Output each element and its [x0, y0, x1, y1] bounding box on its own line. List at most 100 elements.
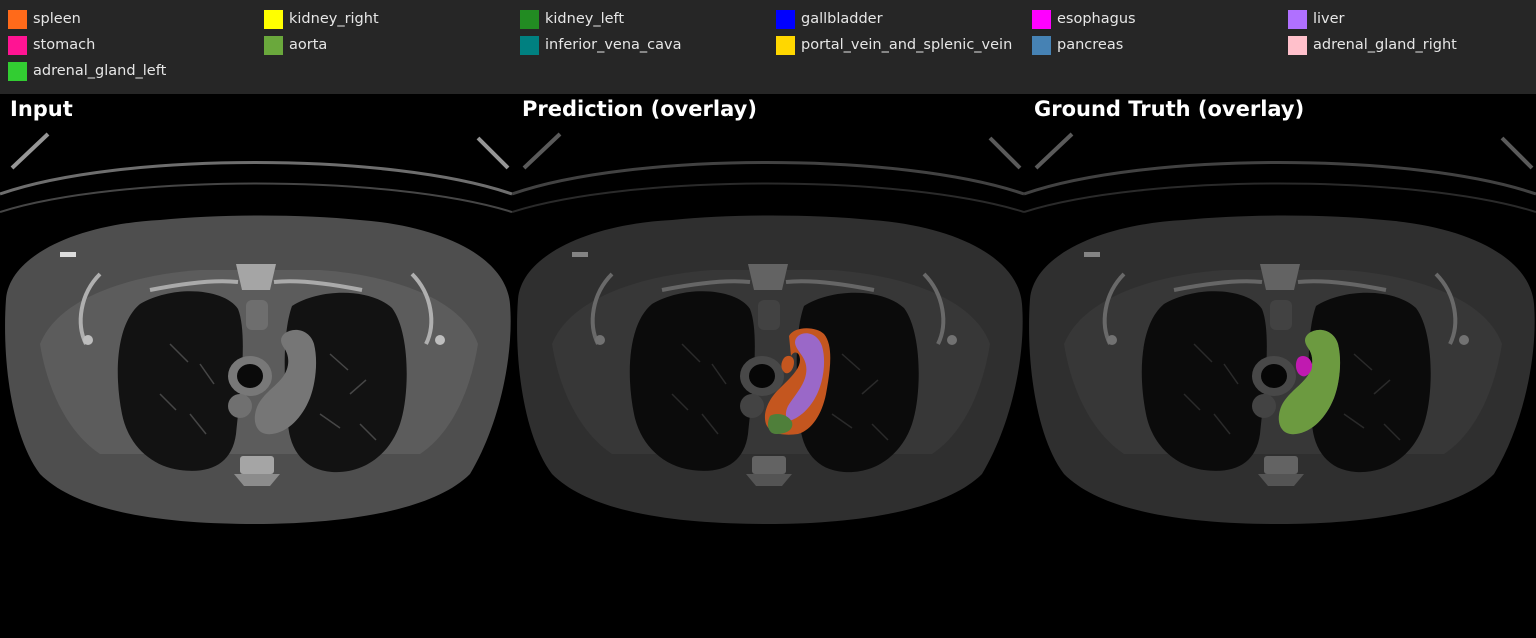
legend-swatch	[8, 9, 27, 29]
scanner-arc	[0, 182, 512, 213]
lung-vessel	[871, 423, 889, 441]
gt-aorta-mask	[1278, 329, 1341, 435]
lung-vessel	[1223, 363, 1239, 385]
lung-vessel	[169, 343, 189, 363]
scanner-arc	[512, 161, 1024, 196]
lung-vessel	[1213, 413, 1231, 435]
vertebra-arch	[1258, 474, 1304, 486]
legend-label: aorta	[289, 37, 328, 53]
vertebra-arch	[746, 474, 792, 486]
scapula-tip	[947, 335, 957, 345]
lung-vessel	[671, 393, 689, 411]
svc	[1252, 394, 1276, 418]
legend-label: spleen	[33, 11, 81, 27]
vertebra	[1264, 456, 1298, 474]
lung-vessel	[189, 413, 207, 435]
svc	[740, 394, 764, 418]
lung-vessel	[861, 379, 879, 395]
lung-vessel	[329, 353, 349, 371]
legend-label: portal_vein_and_splenic_vein	[801, 37, 1013, 53]
legend-swatch	[8, 35, 27, 55]
rib	[1434, 272, 1458, 345]
scapula-tip	[1107, 335, 1117, 345]
vertebra-arch	[234, 474, 280, 486]
ground-truth-segmentation	[1278, 329, 1341, 435]
ecg-lead	[572, 252, 588, 257]
legend-item-aorta: aorta	[264, 35, 327, 55]
legend-swatch	[1288, 35, 1307, 55]
left-lung	[284, 292, 407, 473]
legend-item-kidney-right: kidney_right	[264, 9, 379, 29]
legend-swatch	[8, 61, 27, 81]
lung-vessel	[319, 413, 341, 429]
legend-item-pancreas: pancreas	[1032, 35, 1123, 55]
gt-esophagus-mask	[1295, 356, 1313, 377]
lung-vessel	[159, 393, 177, 411]
clavicle	[785, 279, 875, 292]
ground-truth-panel: Ground Truth (overlay)	[1024, 94, 1536, 638]
ecg-lead	[60, 252, 76, 257]
rib	[410, 272, 434, 345]
legend-swatch	[264, 35, 283, 55]
prediction-panel: Prediction (overlay)	[512, 94, 1024, 638]
prediction-panel-title: Prediction (overlay)	[522, 97, 757, 121]
lung-vessel	[1343, 413, 1365, 429]
clavicle	[661, 279, 751, 292]
legend-label: gallbladder	[801, 11, 883, 27]
trachea-lumen	[749, 364, 775, 388]
cable-line	[1034, 132, 1074, 170]
lung-vessel	[359, 423, 377, 441]
lung-vessel	[1373, 379, 1391, 395]
svc	[228, 394, 252, 418]
legend-swatch	[1032, 9, 1051, 29]
ecg-lead	[1084, 252, 1100, 257]
legend-item-liver: liver	[1288, 9, 1345, 29]
scapula-tip	[1459, 335, 1469, 345]
scapula-tip	[595, 335, 605, 345]
legend-swatch	[1032, 35, 1051, 55]
scanner-arc	[1024, 182, 1536, 213]
pred-liver-mask	[785, 333, 825, 421]
right-lung	[629, 291, 755, 471]
thymus-region	[246, 300, 268, 330]
legend-label: kidney_left	[545, 11, 625, 27]
lung-vessel	[1383, 423, 1401, 441]
right-lung	[1141, 291, 1267, 471]
scanner-arc	[1024, 161, 1536, 196]
legend-label: inferior_vena_cava	[545, 37, 682, 53]
lung-vessel	[831, 413, 853, 429]
sternum	[236, 264, 276, 290]
legend-item-kidney-left: kidney_left	[520, 9, 624, 29]
legend-label: adrenal_gland_right	[1313, 37, 1457, 53]
cable-line	[522, 132, 562, 170]
thymus-region	[1270, 300, 1292, 330]
lung-vessel	[701, 413, 719, 435]
legend-swatch	[776, 9, 795, 29]
legend-item-adrenal-gland-left: adrenal_gland_left	[8, 61, 166, 81]
cable-line	[988, 136, 1022, 170]
scapula-tip	[435, 335, 445, 345]
cable-line	[10, 132, 50, 170]
lung-vessel	[681, 343, 701, 363]
clavicle	[1297, 279, 1387, 292]
thymus-region	[758, 300, 780, 330]
lung-vessel	[1193, 343, 1213, 363]
legend-item-gallbladder: gallbladder	[776, 9, 883, 29]
legend-label: pancreas	[1057, 37, 1124, 53]
legend: spleen kidney_right kidney_left gallbladder…	[0, 0, 1536, 94]
prediction-segmentation	[764, 328, 831, 435]
legend-item-stomach: stomach	[8, 35, 95, 55]
left-lung	[1308, 292, 1431, 473]
input-panel-title: Input	[10, 97, 73, 121]
aortic-arch	[254, 329, 317, 435]
legend-item-portal-vein-and-splenic-vein: portal_vein_and_splenic_vein	[776, 35, 1012, 55]
clavicle	[1173, 279, 1263, 292]
legend-label: stomach	[33, 37, 96, 53]
sternum	[1260, 264, 1300, 290]
input-panel: Input	[0, 94, 512, 638]
clavicle	[273, 279, 363, 292]
right-lung	[117, 291, 243, 471]
trachea-lumen	[1261, 364, 1287, 388]
ground-truth-panel-title: Ground Truth (overlay)	[1034, 97, 1305, 121]
vertebra	[752, 456, 786, 474]
